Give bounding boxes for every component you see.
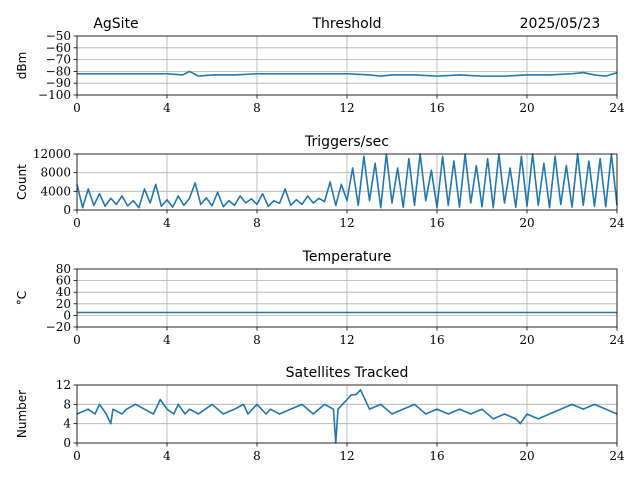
y-tick-label: 0: [63, 436, 71, 450]
x-tick-label: 12: [339, 333, 354, 347]
x-tick-label: 24: [609, 449, 625, 463]
x-tick-label: 8: [253, 101, 261, 115]
y-tick-label: −20: [46, 320, 71, 334]
y-axis-label: °C: [15, 291, 29, 305]
x-tick-label: 12: [339, 449, 354, 463]
x-tick-label: 8: [253, 216, 261, 230]
y-tick-label: 0: [63, 308, 71, 322]
y-tick-label: 4: [63, 417, 71, 431]
y-tick-label: 12: [56, 378, 71, 392]
panel-title: Satellites Tracked: [286, 365, 409, 381]
x-tick-label: 4: [163, 449, 171, 463]
x-tick-label: 24: [609, 216, 625, 230]
x-tick-label: 0: [73, 449, 81, 463]
panel-title: Threshold: [312, 16, 382, 32]
y-tick-label: −60: [46, 41, 71, 55]
x-tick-label: 8: [253, 449, 261, 463]
y-tick-label: 80: [56, 262, 71, 276]
y-tick-label: 60: [56, 274, 71, 288]
y-tick-label: 40: [56, 285, 71, 299]
series-line-threshold: [77, 70, 618, 77]
y-tick-label: 8000: [40, 166, 71, 180]
y-tick-label: −80: [46, 64, 71, 78]
y-tick-label: 8: [63, 397, 71, 411]
x-tick-label: 24: [609, 101, 625, 115]
panel-triggers-sec: 0 4 8 12 16 20 24 0 4000 8000 12000 Triggers/sec Cou…: [15, 134, 625, 230]
y-tick-label: −100: [38, 88, 71, 102]
series-line-triggers-sec: [76, 153, 618, 209]
x-tick-label: 8: [253, 333, 261, 347]
panel-title: Triggers/sec: [304, 134, 389, 150]
x-tick-label: 20: [519, 101, 534, 115]
x-tick-label: 20: [519, 333, 534, 347]
date-label: 2025/05/23: [520, 16, 601, 32]
x-tick-label: 12: [339, 216, 354, 230]
x-tick-label: 16: [429, 101, 444, 115]
y-axis-label: Number: [15, 390, 29, 438]
chart-panels: 0 4 8 12 16 20 24 −100−90−80−70−60−50 Threshold d…: [15, 16, 625, 463]
y-axis-label: Count: [15, 164, 29, 200]
x-tick-label: 24: [609, 333, 625, 347]
x-tick-label: 16: [429, 333, 444, 347]
x-tick-label: 0: [73, 216, 81, 230]
panel-title: Temperature: [302, 249, 392, 265]
y-tick-label: 12000: [33, 147, 71, 161]
x-tick-label: 0: [73, 101, 81, 115]
x-tick-label: 20: [519, 216, 534, 230]
x-tick-label: 4: [163, 101, 171, 115]
x-tick-label: 16: [429, 216, 444, 230]
y-tick-label: 20: [56, 297, 71, 311]
y-tick-label: −50: [46, 29, 71, 43]
panel-threshold: 0 4 8 12 16 20 24 −100−90−80−70−60−50 Threshold d…: [15, 16, 625, 115]
x-tick-label: 0: [73, 333, 81, 347]
y-tick-label: −90: [46, 76, 71, 90]
x-tick-label: 16: [429, 449, 444, 463]
y-tick-label: −70: [46, 53, 71, 67]
x-tick-label: 20: [519, 449, 534, 463]
site-label: AgSite: [93, 16, 138, 32]
x-tick-label: 12: [339, 101, 354, 115]
y-axis-label: dBm: [15, 52, 29, 80]
series-line-satellites-tracked: [76, 389, 618, 444]
y-tick-label: 0: [63, 203, 71, 217]
panel-satellites-tracked: 0 4 8 12 16 20 24 0 4 8 12 Satellites Tracked Number: [15, 365, 625, 463]
x-tick-label: 4: [163, 216, 171, 230]
x-tick-label: 4: [163, 333, 171, 347]
y-tick-label: 4000: [40, 184, 71, 198]
